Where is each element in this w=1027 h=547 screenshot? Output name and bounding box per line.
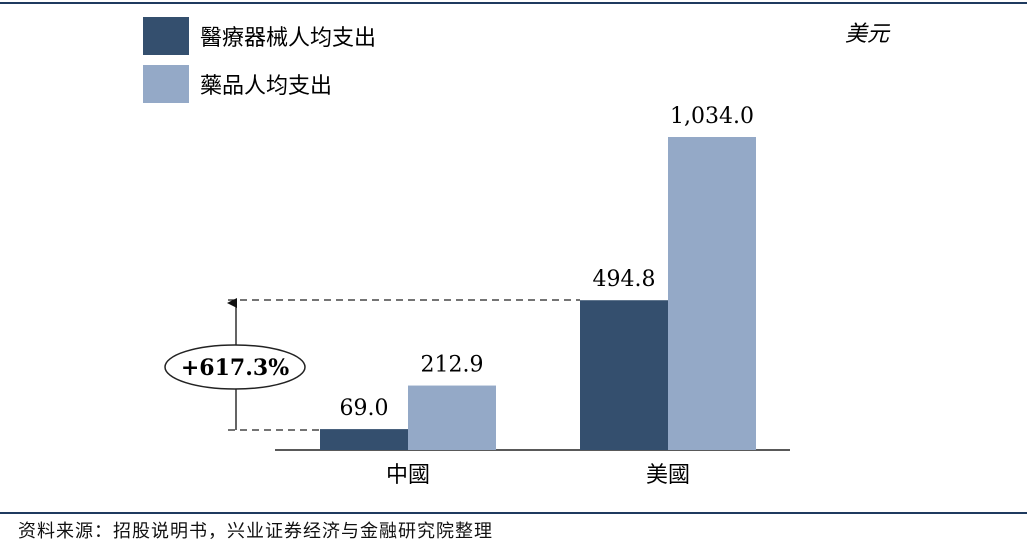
bars-group: 69.0 212.9 中國 494.8 1,034.0 美國 [320, 104, 756, 488]
top-rule [0, 2, 1027, 4]
data-label-china-drug: 212.9 [421, 353, 484, 378]
category-label-usa: 美國 [646, 463, 690, 488]
bar-china-drug [408, 385, 496, 450]
bar-usa-drug [668, 137, 756, 450]
legend-label-drug: 藥品人均支出 [200, 74, 332, 99]
bar-china-device [320, 429, 408, 450]
growth-annotation: +617.3% [181, 355, 289, 381]
data-label-china-device: 69.0 [340, 396, 389, 421]
bar-chart: 醫療器械人均支出 藥品人均支出 美元 69.0 212.9 中國 494.8 1,034… [143, 17, 891, 488]
legend-swatch-drug [143, 65, 189, 103]
source-note: 资料来源：招股说明书，兴业证券经济与金融研究院整理 [18, 521, 493, 542]
legend-swatch-device [143, 17, 189, 55]
data-label-usa-drug: 1,034.0 [670, 104, 754, 129]
bar-usa-device [580, 300, 668, 450]
bottom-rule [0, 512, 1027, 514]
legend-label-device: 醫療器械人均支出 [200, 26, 376, 51]
unit-label: 美元 [845, 22, 891, 47]
category-label-china: 中國 [386, 463, 430, 488]
growth-ellipse [164, 344, 306, 390]
data-label-usa-device: 494.8 [593, 267, 656, 292]
